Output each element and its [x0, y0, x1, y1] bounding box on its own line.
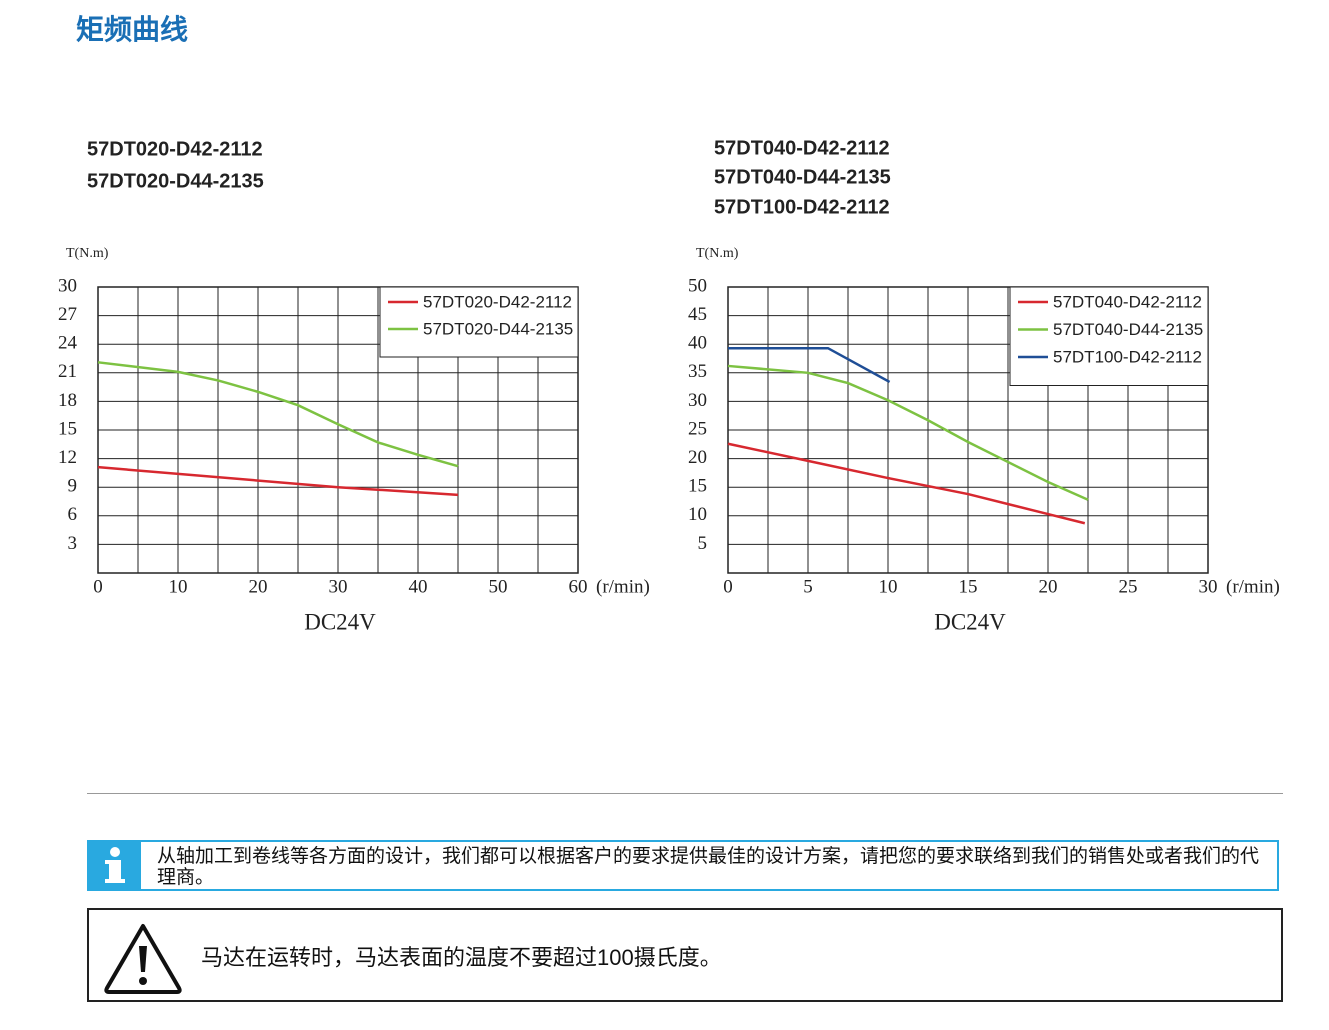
- warning-box: 马达在运转时，马达表面的温度不要超过100摄氏度。: [87, 908, 1283, 1002]
- legend-box: [379, 286, 579, 358]
- curve: [727, 442, 1086, 525]
- y-tick-label: 25: [688, 418, 707, 439]
- info-icon: [89, 842, 141, 889]
- y-tick-label: 12: [58, 447, 77, 468]
- x-tick-label: 20: [249, 576, 268, 597]
- y-tick-label: 45: [688, 304, 707, 325]
- x-axis-unit: (r/min): [596, 576, 650, 597]
- y-tick-label: 15: [58, 418, 77, 439]
- y-tick-label: 20: [688, 447, 707, 468]
- legend-box: [1009, 286, 1209, 386]
- x-tick-label: 10: [879, 576, 898, 597]
- chart-subtitle: 57DT040-D42-2112: [714, 137, 890, 159]
- warning-icon: [104, 924, 182, 994]
- y-tick-label: 15: [688, 476, 707, 497]
- y-tick-label: 3: [68, 533, 78, 554]
- info-glyph: [105, 847, 125, 883]
- y-tick-label: 40: [688, 333, 707, 354]
- curve: [97, 361, 459, 468]
- info-box: 从轴加工到卷线等各方面的设计，我们都可以根据客户的要求提供最佳的设计方案，请把您…: [87, 840, 1279, 891]
- curve: [97, 465, 459, 497]
- divider: [87, 793, 1283, 794]
- curve: [728, 346, 891, 384]
- legend-label: 57DT020-D44-2135: [423, 319, 573, 338]
- y-tick-label: 18: [58, 390, 77, 411]
- y-tick-label: 27: [58, 304, 77, 325]
- curve: [727, 364, 1089, 501]
- x-tick-label: 60: [569, 576, 588, 597]
- page-title: 矩频曲线: [76, 13, 189, 46]
- y-axis-label: T(N.m): [696, 246, 739, 261]
- legend-label: 57DT040-D44-2135: [1053, 320, 1203, 339]
- warning-text: 马达在运转时，马达表面的温度不要超过100摄氏度。: [201, 945, 722, 970]
- legend-label: 57DT040-D42-2112: [1053, 292, 1202, 311]
- chart-subtitle: 57DT100-D42-2112: [714, 196, 890, 218]
- y-tick-label: 24: [58, 333, 78, 354]
- chart-subtitle: 57DT020-D42-2112: [87, 138, 263, 160]
- y-axis-label: T(N.m): [66, 246, 109, 261]
- x-tick-label: 30: [1199, 576, 1218, 597]
- y-tick-label: 30: [688, 390, 707, 411]
- y-tick-label: 9: [68, 476, 78, 497]
- x-tick-label: 50: [489, 576, 508, 597]
- y-tick-label: 50: [688, 275, 707, 296]
- chart-subtitle: 57DT040-D44-2135: [714, 166, 891, 188]
- x-axis-label: DC24V: [934, 609, 1006, 634]
- charts: 57DT020-D42-2112 57DT020-D44-2135 T(N.m) 3 6…: [58, 137, 1280, 634]
- y-tick-label: 30: [58, 275, 77, 296]
- plot-frame: [97, 286, 579, 574]
- x-axis-unit: (r/min): [1226, 576, 1280, 597]
- x-tick-label: 40: [409, 576, 428, 597]
- legend-label: 57DT100-D42-2112: [1053, 347, 1202, 366]
- y-tick-label: 35: [688, 361, 707, 382]
- x-tick-label: 5: [803, 576, 813, 597]
- x-tick-label: 0: [723, 576, 733, 597]
- chart-subtitle: 57DT020-D44-2135: [87, 170, 264, 192]
- plot-frame: [727, 286, 1209, 574]
- x-tick-label: 0: [93, 576, 103, 597]
- x-tick-label: 15: [959, 576, 978, 597]
- y-tick-label: 21: [58, 361, 77, 382]
- y-tick-label: 10: [688, 504, 707, 525]
- legend-label: 57DT020-D42-2112: [423, 292, 572, 311]
- y-tick-label: 6: [68, 504, 78, 525]
- x-tick-label: 30: [329, 576, 348, 597]
- x-tick-label: 25: [1119, 576, 1138, 597]
- x-tick-label: 10: [169, 576, 188, 597]
- y-tick-label: 5: [698, 533, 708, 554]
- x-tick-label: 20: [1039, 576, 1058, 597]
- info-text: 从轴加工到卷线等各方面的设计，我们都可以根据客户的要求提供最佳的设计方案，请把您…: [157, 846, 1260, 888]
- x-axis-label: DC24V: [304, 609, 376, 634]
